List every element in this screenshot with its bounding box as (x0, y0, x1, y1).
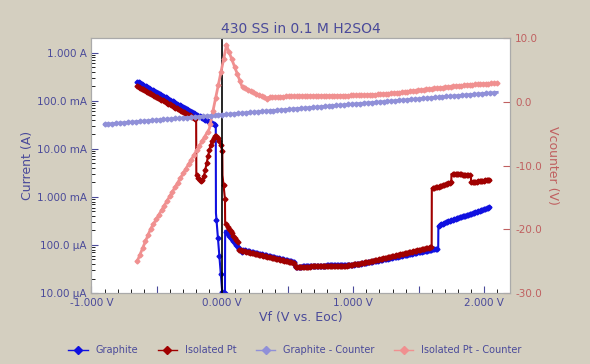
Y-axis label: Vcounter (V): Vcounter (V) (546, 126, 559, 205)
Legend: Graphite, Isolated Pt, Graphite - Counter, Isolated Pt - Counter: Graphite, Isolated Pt, Graphite - Counte… (64, 341, 526, 359)
Title: 430 SS in 0.1 M H2SO4: 430 SS in 0.1 M H2SO4 (221, 22, 381, 36)
Y-axis label: Current (A): Current (A) (21, 131, 34, 200)
X-axis label: Vf (V vs. Eoc): Vf (V vs. Eoc) (259, 310, 343, 324)
